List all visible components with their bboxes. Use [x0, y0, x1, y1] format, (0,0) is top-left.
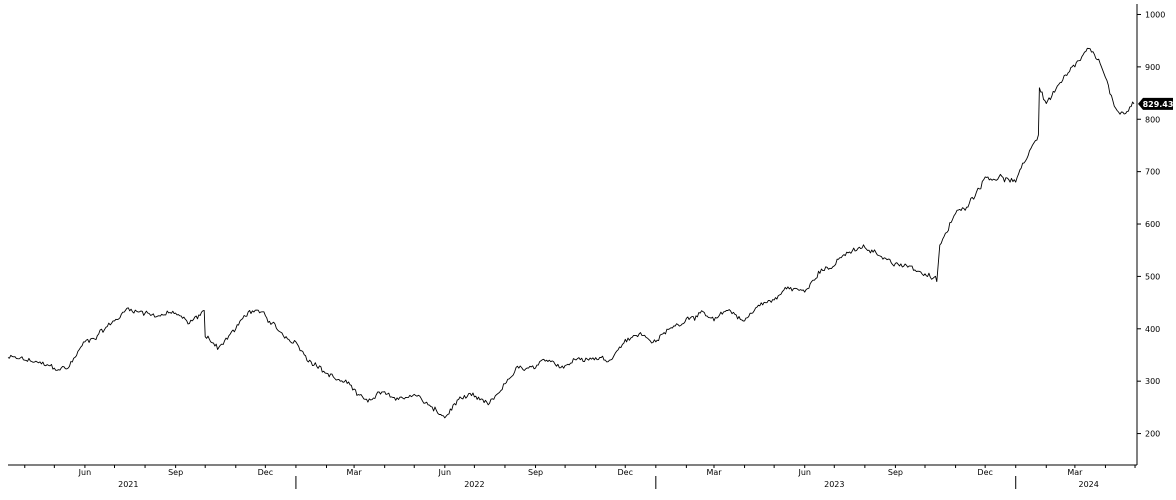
- x-axis-year-label: 2024: [1079, 480, 1099, 489]
- y-axis-tick-label: 700: [1145, 168, 1160, 177]
- y-axis-tick-label: 800: [1145, 115, 1160, 124]
- x-axis-month-label: Jun: [797, 468, 811, 477]
- x-axis-month-label: Dec: [258, 468, 273, 477]
- x-axis-month-label: Dec: [977, 468, 992, 477]
- x-axis-month-label: Dec: [618, 468, 633, 477]
- y-axis-tick-label: 900: [1145, 63, 1160, 72]
- y-axis-tick-label: 300: [1145, 377, 1160, 386]
- price-series-line: [7, 47, 1135, 419]
- x-axis-month-label: Jun: [438, 468, 452, 477]
- y-axis-tick-label: 1000: [1145, 10, 1165, 19]
- last-price-label: 829.43: [1143, 100, 1174, 109]
- y-axis-tick-label: 500: [1145, 272, 1160, 281]
- x-axis-month-label: Sep: [888, 468, 903, 477]
- x-axis-month-label: Mar: [1067, 468, 1083, 477]
- y-axis-tick-label: 200: [1145, 430, 1160, 439]
- last-price-badge: [1138, 97, 1173, 110]
- y-axis-tick-label: 400: [1145, 325, 1160, 334]
- x-axis-year-label: 2022: [464, 480, 484, 489]
- x-axis-month-label: Mar: [706, 468, 722, 477]
- x-axis-month-label: Sep: [528, 468, 543, 477]
- x-axis-year-label: 2021: [118, 480, 138, 489]
- x-axis-month-label: Mar: [347, 468, 363, 477]
- x-axis-month-label: Jun: [78, 468, 92, 477]
- x-axis-year-label: 2023: [824, 480, 844, 489]
- x-axis-month-label: Sep: [168, 468, 183, 477]
- y-axis-tick-label: 600: [1145, 220, 1160, 229]
